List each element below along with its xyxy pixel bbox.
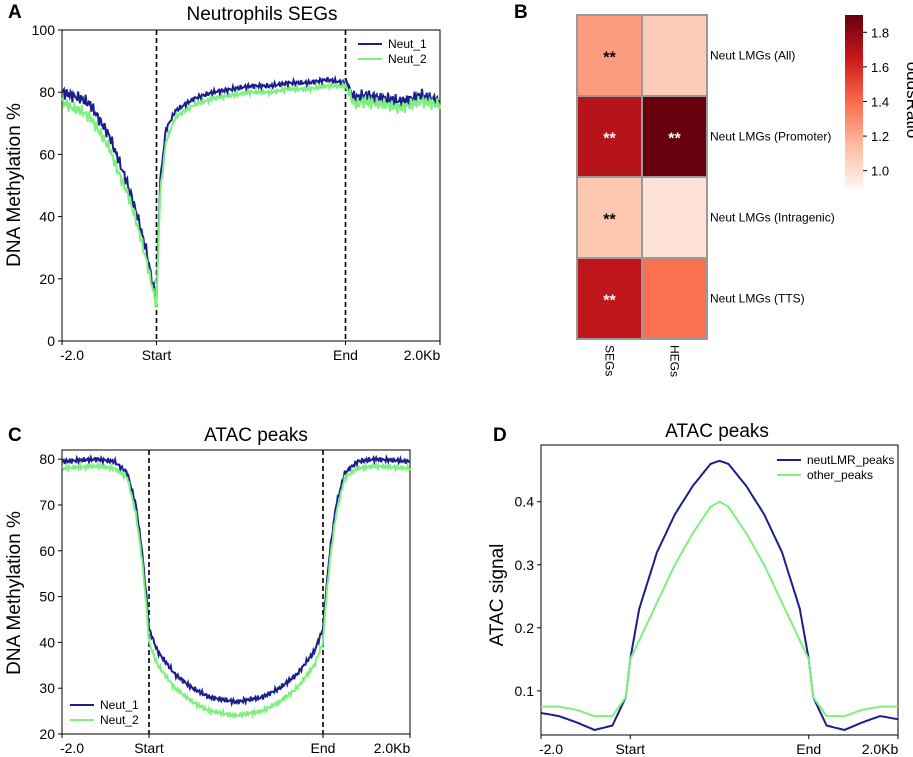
panel-b-heatmap: ** Neut LMGs (All) ** ** Neut LMGs (Promoter… [576, 14, 913, 377]
colorbar-tick-label: 1.2 [871, 129, 889, 144]
y-tick-label: 40 [39, 634, 55, 650]
y-tick-label: 30 [39, 680, 55, 696]
y-tick-label: 60 [39, 146, 55, 162]
y-tick-label: 0 [47, 333, 55, 349]
panel-letter-d: D [493, 425, 507, 446]
legend-label: neutLMR_peaks [807, 453, 894, 467]
x-tick-label: End [333, 347, 358, 363]
x-tick-label: Start [134, 740, 164, 756]
y-tick-label: 50 [39, 589, 55, 605]
panel-a-line-chart: Neutrophils SEGs DNA Methylation % 0 20 40… [4, 4, 441, 363]
x-tick-label: -2.0 [539, 741, 563, 757]
colorbar-tick-label: 1.6 [871, 60, 889, 75]
panel-a-axes-frame [61, 29, 441, 342]
y-tick-label: 40 [39, 209, 55, 225]
y-tick-label: 20 [39, 271, 55, 287]
x-tick-label: 2.0Kb [404, 347, 441, 363]
panel-d-y-label: ATAC signal [487, 544, 508, 647]
panel-c-title: ATAC peaks [204, 425, 308, 446]
x-tick-label: Start [142, 347, 172, 363]
heatmap-row-label: Neut LMGs (All) [710, 49, 795, 63]
panel-letter-b: B [514, 2, 528, 23]
heatmap-row-label: Neut LMGs (Promoter) [710, 130, 831, 144]
series-line-other-peaks [541, 500, 898, 718]
colorbar-label: oddsRatio [903, 62, 913, 139]
y-tick-label: 60 [39, 543, 55, 559]
colorbar-tick-label: 1.8 [871, 25, 889, 40]
x-tick-label: 2.0Kb [374, 740, 411, 756]
colorbar-tick-label: 1.4 [871, 95, 889, 110]
panel-letter-a: A [8, 2, 22, 23]
series-line-neut-1 [61, 74, 441, 302]
panel-a-y-label: DNA Methylation % [4, 103, 25, 267]
heatmap-cell [641, 14, 708, 97]
x-tick-label: End [796, 741, 821, 757]
series-line-neut-2 [61, 459, 411, 720]
y-tick-label: 0.1 [515, 683, 535, 699]
panel-c-line-chart: ATAC peaks DNA Methylation % 20 30 40 50 60 7… [4, 425, 411, 756]
y-tick-label: 20 [39, 726, 55, 742]
legend-label: Neut_1 [388, 37, 427, 51]
significance-marker: ** [603, 131, 616, 148]
y-tick-label: 80 [39, 451, 55, 467]
legend-label: Neut_2 [388, 52, 427, 66]
significance-marker: ** [668, 131, 681, 148]
panel-d-line-chart: ATAC peaks ATAC signal 0.1 0.2 0.3 0.4 -2.0 S… [487, 421, 899, 757]
x-tick-label: 2.0Kb [862, 741, 899, 757]
heatmap-cell [641, 257, 708, 340]
heatmap-column-label: SEGs [603, 345, 617, 376]
legend-label: other_peaks [807, 468, 873, 482]
legend-label: Neut_2 [100, 713, 139, 727]
panel-d-axes-frame [540, 444, 899, 736]
y-tick-label: 0.3 [515, 557, 535, 573]
significance-marker: ** [603, 212, 616, 229]
legend-label: Neut_1 [100, 698, 139, 712]
panel-d-title: ATAC peaks [665, 421, 769, 442]
y-tick-label: 70 [39, 497, 55, 513]
x-tick-label: Start [615, 741, 645, 757]
significance-marker: ** [603, 50, 616, 67]
significance-marker: ** [603, 293, 616, 310]
series-line-neutlmr-peaks [540, 459, 899, 732]
heatmap-cell [641, 176, 708, 259]
heatmap-cell [641, 95, 708, 178]
panel-letter-c: C [8, 425, 22, 446]
y-tick-label: 0.4 [515, 494, 535, 510]
heatmap-row-label: Neut LMGs (TTS) [710, 292, 805, 306]
y-tick-label: 100 [32, 22, 56, 38]
y-tick-label: 80 [39, 84, 55, 100]
series-line-neut-2 [61, 80, 441, 308]
heatmap-column-label: HEGs [668, 345, 682, 377]
colorbar [845, 15, 863, 188]
x-tick-label: End [311, 740, 336, 756]
panel-c-y-label: DNA Methylation % [4, 511, 25, 675]
colorbar-tick-label: 1.0 [871, 164, 889, 179]
y-tick-label: 0.2 [515, 620, 535, 636]
panel-a-title: Neutrophils SEGs [186, 4, 337, 25]
x-tick-label: -2.0 [60, 740, 84, 756]
panel-c-axes-frame [61, 449, 411, 735]
x-tick-label: -2.0 [60, 347, 84, 363]
series-line-neut-1 [61, 453, 411, 708]
heatmap-row-label: Neut LMGs (Intragenic) [710, 211, 835, 225]
